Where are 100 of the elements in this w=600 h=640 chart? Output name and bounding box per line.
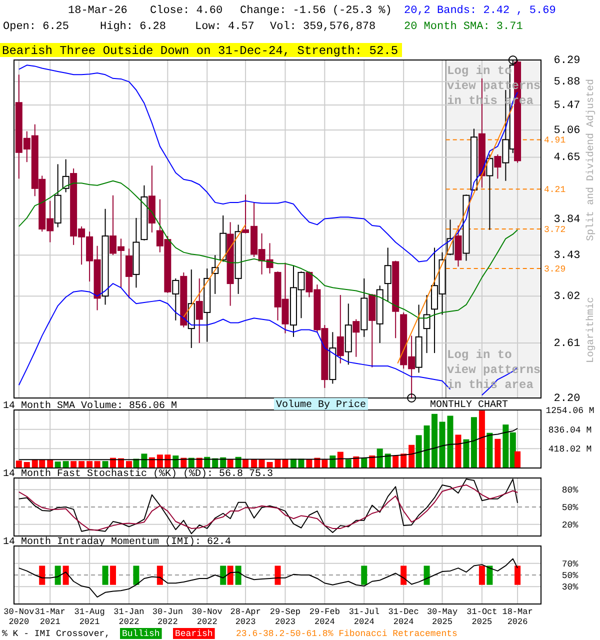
chart-title: Bearish Three Outside Down on 31-Dec-24, Strength: 52.5 [2, 44, 398, 58]
chart-title: 14 Month Intraday Momentum (IMI): 62.4 [3, 536, 232, 548]
x-tick-label: 31-Dec 2024 [388, 607, 419, 627]
candlestick [454, 225, 462, 268]
line-series [18, 428, 518, 460]
bar [514, 451, 521, 468]
y-tick-label: 1254.06 M [546, 406, 594, 416]
y-tick-label: 6.29 [554, 55, 580, 67]
bar [408, 444, 415, 468]
bar [392, 456, 399, 468]
y-tick-label: 70% [562, 559, 579, 570]
x-tick-label: 31-Jan 2022 [114, 607, 144, 627]
y-tick-label: 5.88 [554, 76, 580, 89]
bar [337, 452, 344, 468]
chart-title: 14 Month Fast Stochastic (%K) (%D): 56.8 75.3 [3, 468, 274, 480]
x-tick-label: 31-Mar 2021 [34, 607, 66, 627]
bar [345, 459, 352, 468]
y-tick-label: 50% [562, 503, 579, 513]
text: Logarithmic [585, 296, 597, 364]
bar [266, 462, 273, 468]
candlestick [486, 154, 494, 230]
candlestick [494, 154, 502, 180]
candlestick [423, 294, 430, 354]
x-tick-label: 29-Feb 2024 [309, 607, 340, 627]
bar [494, 438, 501, 468]
bar [416, 435, 422, 468]
y-tick-label: 836.04 M [548, 425, 592, 436]
ref-line-label: 3.72 [544, 224, 566, 235]
ref-line-label: 3.29 [544, 264, 566, 275]
y-tick-label: 418.02 M [548, 444, 592, 455]
line-series [18, 484, 518, 531]
candlestick [336, 294, 344, 364]
candlestick [352, 318, 360, 358]
bar [306, 459, 312, 468]
chart-title: 14 Month SMA Volume: 856.06 M [3, 400, 178, 412]
x-tick-label: 28-Apr 2023 [230, 607, 261, 627]
candlestick [62, 158, 70, 193]
y-tick-label: 5.06 [554, 125, 580, 138]
candlestick [196, 278, 203, 344]
text: Open: 6.25 [3, 21, 70, 33]
text: 20,2 Bands: 2.42 , 5.69 [404, 5, 556, 17]
x-tick-label: 31-Aug 2021 [74, 607, 105, 627]
bar [24, 462, 30, 468]
text: 23.6-38.2-50-61.8% Fibonacci Retracements [236, 629, 458, 639]
bar [54, 462, 61, 468]
x-tick-label: 31-Jul 2024 [348, 607, 380, 627]
line-series [18, 558, 518, 598]
candlestick [172, 278, 180, 321]
x-tick-label: 30-May 2025 [426, 607, 458, 627]
x-tick-label: 31-Oct 2025 [466, 607, 498, 627]
ref-line-label: 4.21 [544, 185, 566, 196]
bar [242, 459, 249, 468]
bar [463, 439, 470, 468]
y-tick-label: 20% [562, 520, 579, 530]
text: Vol: 359,576,878 [270, 21, 376, 33]
y-tick-label: 2.61 [554, 338, 581, 350]
bar [78, 461, 85, 468]
bar [455, 434, 462, 468]
candlestick [384, 247, 392, 302]
bar [400, 454, 407, 468]
bar [258, 459, 265, 468]
y-tick-label: 5.47 [554, 100, 580, 112]
x-tick-label: 30-Jun 2022 [152, 607, 183, 627]
bar [86, 461, 93, 468]
y-tick-label: 80% [562, 486, 579, 496]
bar [47, 460, 54, 468]
bar [227, 459, 234, 468]
text: % K - IMI Crossover, [2, 629, 110, 639]
x-tick-label: 30-Nov 2020 [4, 607, 34, 627]
bar [16, 460, 22, 468]
x-tick-label: 30-Nov 2022 [192, 607, 222, 627]
bar [251, 459, 258, 468]
bar [141, 454, 148, 468]
y-tick-label: 3.84 [554, 214, 581, 226]
text: Change: -1.56 (-25.3 %) [240, 5, 392, 17]
text: 20 Month SMA: 3.71 [404, 21, 524, 33]
x-tick-label: 18-Mar 2026 [502, 607, 533, 627]
bar [384, 454, 391, 468]
y-tick-label: 30% [562, 582, 579, 593]
y-tick-label: 4.65 [554, 152, 580, 164]
bar [361, 458, 368, 468]
candlestick [125, 248, 132, 299]
y-tick-label: 3.43 [554, 250, 580, 262]
y-tick-label: 2.20 [554, 393, 580, 405]
annotation: MONTHLY CHART [430, 400, 508, 411]
text: High: 6.28 [100, 21, 166, 33]
bar [486, 432, 493, 468]
bar [478, 410, 485, 468]
bar [62, 461, 69, 468]
text: Low: 4.57 [195, 21, 254, 33]
bar [94, 461, 100, 468]
bar [376, 448, 383, 468]
y-tick-label: 3.02 [554, 291, 580, 304]
ref-line-label: 4.91 [544, 136, 566, 146]
x-tick-label: 29-Sep 2023 [270, 607, 301, 627]
bar [102, 461, 108, 468]
bar [470, 417, 477, 468]
text: 18-Mar-26 [68, 5, 128, 17]
bar [70, 461, 77, 468]
text: Close: 4.60 [150, 5, 223, 17]
